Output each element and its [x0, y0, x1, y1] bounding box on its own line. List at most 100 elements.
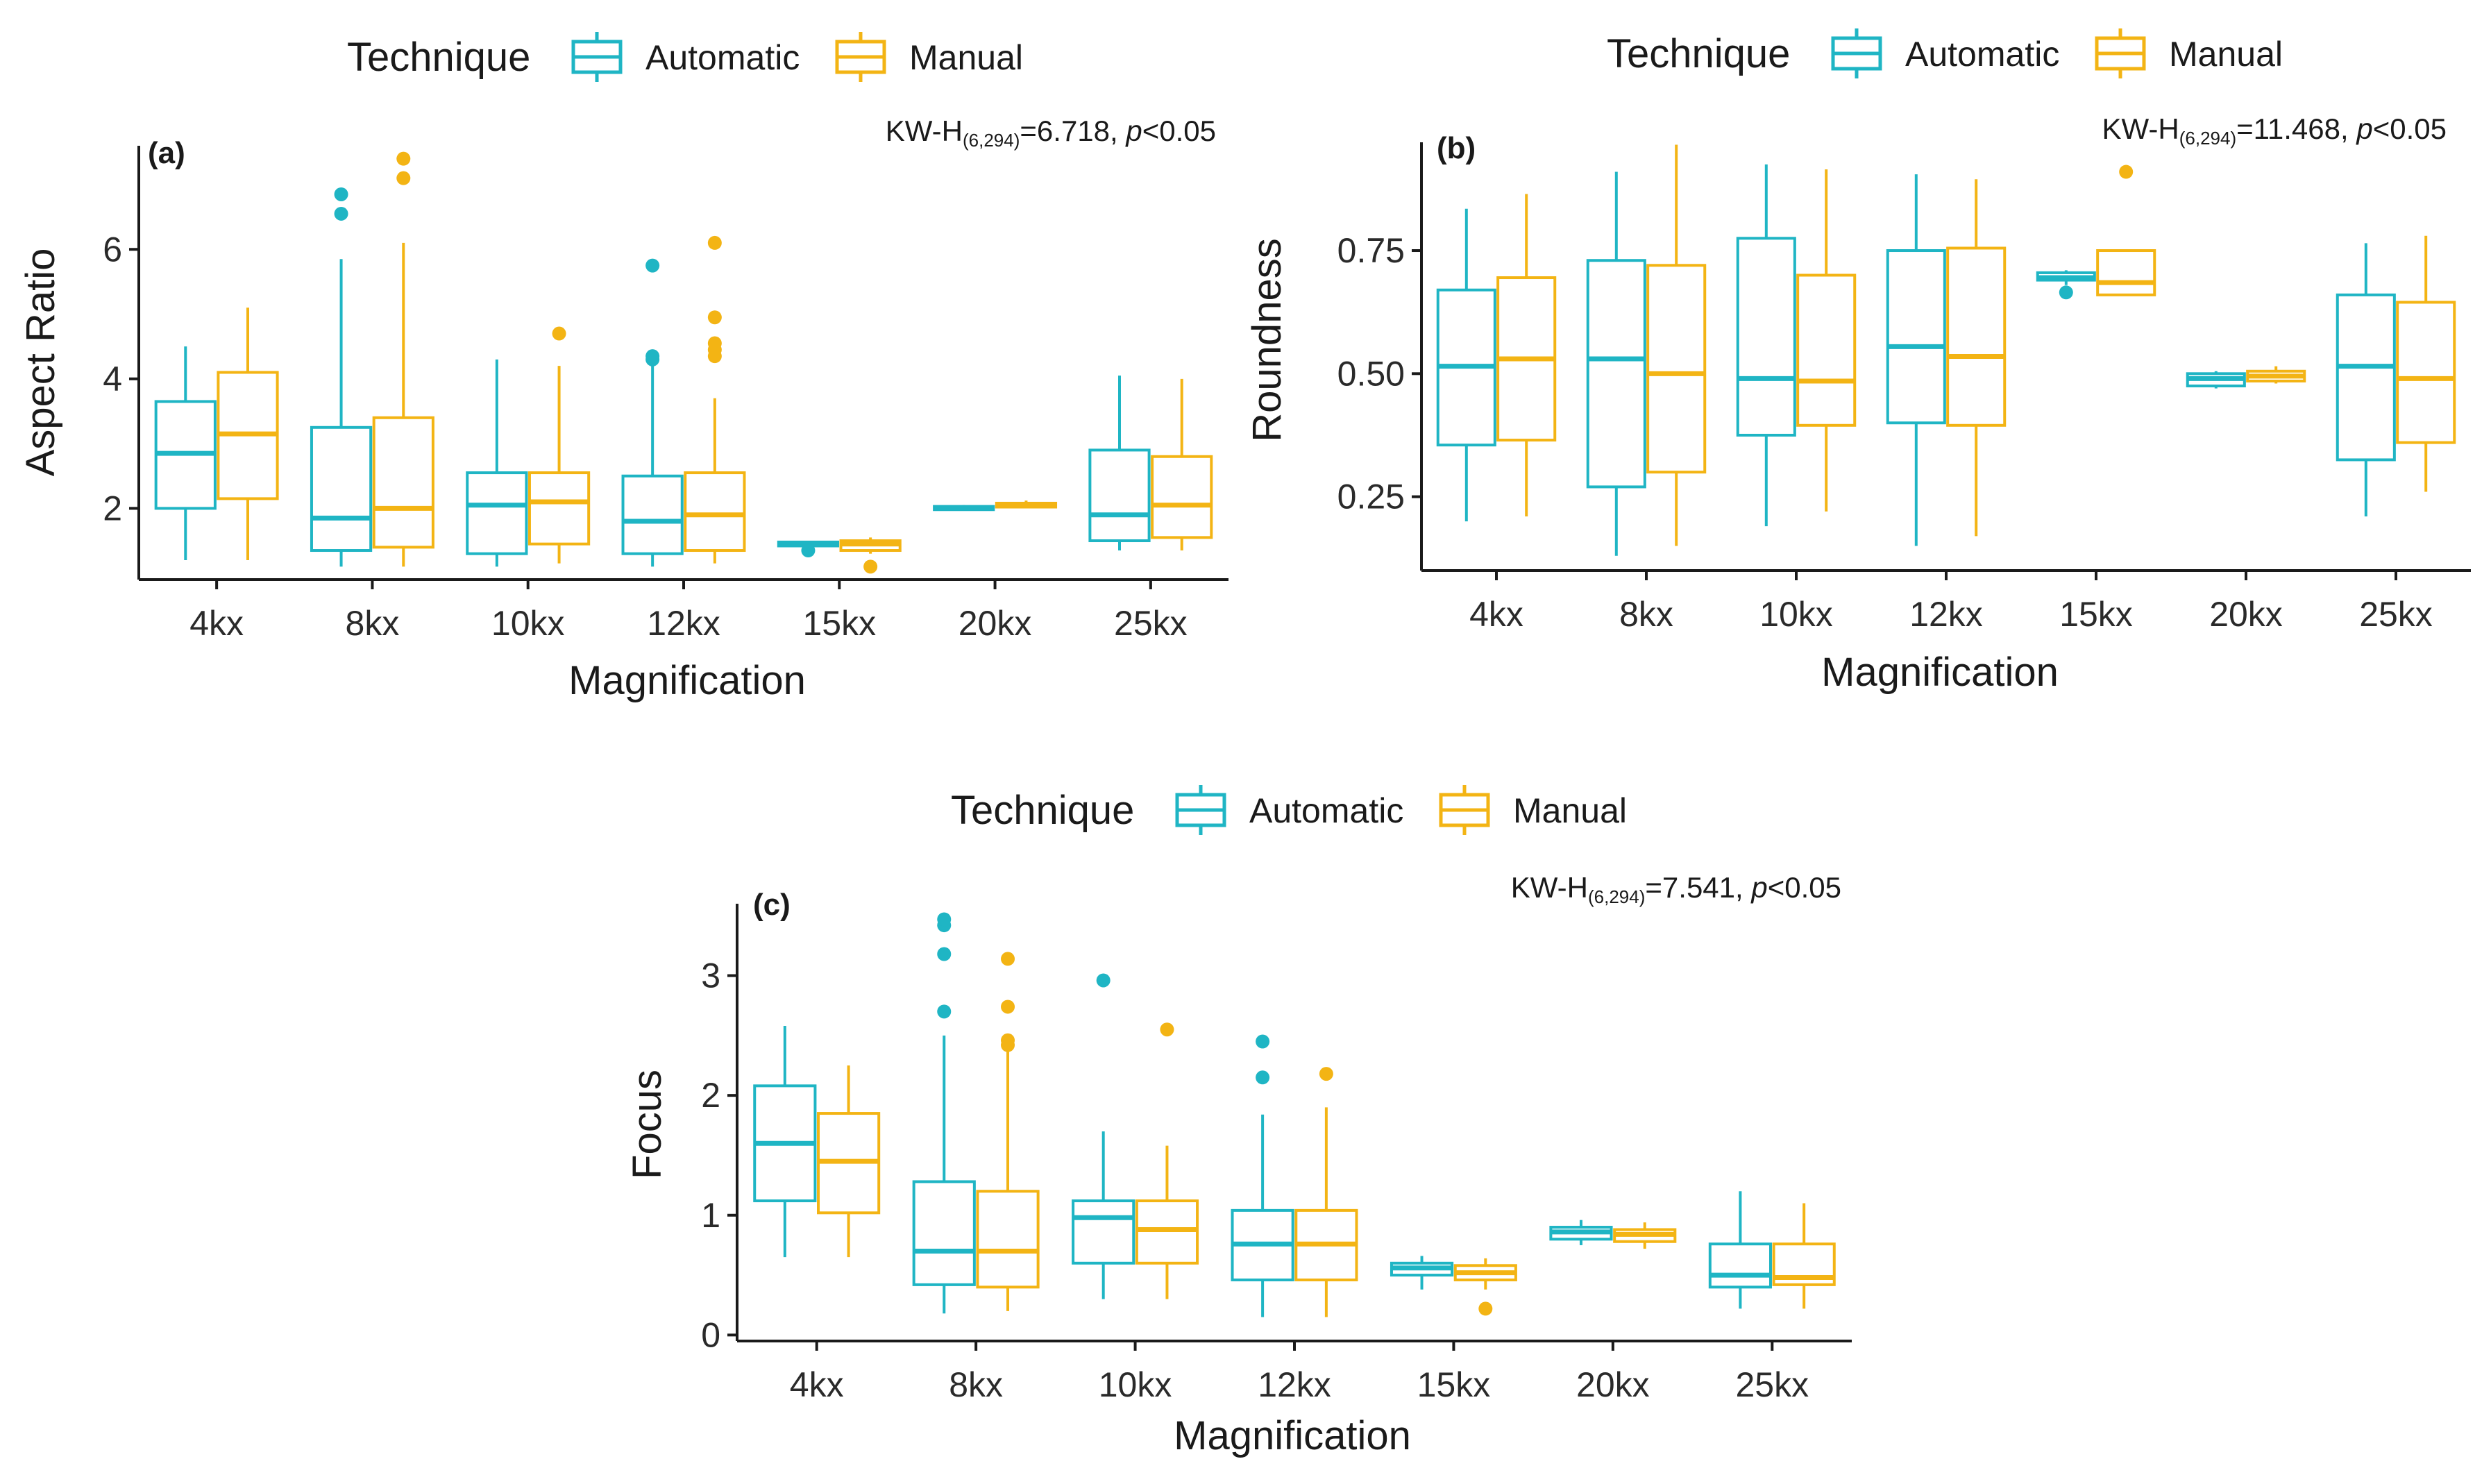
y-tick-label: 0.50 — [1337, 354, 1405, 393]
y-tick-label: 2 — [701, 1076, 720, 1115]
kw-p-value: <0.05 — [1768, 871, 1841, 904]
y-tick-label: 0.25 — [1337, 478, 1405, 516]
box-iqr — [1886, 249, 1946, 425]
box-iqr — [1796, 273, 1857, 427]
outlier-point — [937, 912, 952, 927]
x-tick-label: 12kx — [1909, 595, 1983, 634]
y-tick-label: 3 — [701, 956, 720, 995]
legend: Technique Automatic Manual — [951, 785, 1627, 835]
box-manual-20kx — [995, 500, 1058, 509]
box-iqr — [1646, 264, 1707, 474]
x-axis-title: Magnification — [1174, 1413, 1411, 1458]
y-axis-title: Aspect Ratio — [18, 248, 63, 477]
kw-stat: =11.468, — [2236, 112, 2356, 145]
x-axis-title: Magnification — [1821, 650, 2059, 695]
box-automatic-25kx — [1708, 1191, 1772, 1309]
legend-key-manual — [835, 32, 886, 82]
legend: Technique Automatic Manual — [1607, 28, 2283, 78]
outlier-point — [1256, 1070, 1270, 1085]
box-iqr — [912, 1180, 976, 1286]
box-iqr — [1072, 1199, 1135, 1265]
box-iqr — [2336, 293, 2396, 462]
y-tick-label: 1 — [701, 1196, 720, 1235]
box-manual-10kx — [1135, 1022, 1199, 1299]
legend-title: Technique — [951, 788, 1134, 833]
box-manual-8kx — [1646, 144, 1707, 546]
box-manual-12kx — [1946, 179, 2007, 537]
x-tick-label: 25kx — [2359, 595, 2433, 634]
x-tick-label: 25kx — [1735, 1365, 1809, 1404]
y-axis-title: Roundness — [1244, 238, 1290, 441]
box-iqr — [1586, 259, 1646, 489]
legend-key-automatic — [1175, 785, 1226, 835]
legend-label-manual: Manual — [1513, 791, 1627, 830]
outlier-point — [1256, 1034, 1270, 1049]
x-tick-label: 8kx — [949, 1365, 1003, 1404]
outlier-point — [937, 1004, 952, 1019]
panel-b: Technique Automatic Manual 0.25 0.50 0.75 4kx 8… — [1244, 28, 2471, 695]
legend-key-automatic — [571, 32, 623, 82]
kw-stat: =6.718, — [1020, 115, 1126, 147]
box-manual-8kx — [372, 151, 434, 567]
x-axis-title: Magnification — [568, 658, 806, 703]
outlier-point — [707, 310, 722, 325]
box-manual-10kx — [527, 326, 591, 564]
box-automatic-10kx — [1072, 973, 1135, 1299]
y-axis-title: Focus — [625, 1070, 670, 1179]
outlier-point — [1160, 1022, 1174, 1037]
box-iqr — [1946, 246, 2007, 427]
outlier-point — [863, 559, 878, 574]
legend: Technique Automatic Manual — [347, 32, 1023, 82]
x-tick-label: 4kx — [790, 1365, 844, 1404]
box-manual-20kx — [2246, 366, 2306, 384]
box-automatic-15kx — [1390, 1256, 1454, 1290]
outlier-point — [396, 151, 411, 166]
x-tick-label: 12kx — [1258, 1365, 1331, 1404]
legend-title: Technique — [1607, 31, 1790, 76]
y-tick-label: 4 — [103, 360, 122, 398]
outlier-point — [937, 947, 952, 961]
outlier-point — [552, 326, 566, 341]
outlier-point — [707, 336, 722, 351]
box-automatic-25kx — [1088, 376, 1151, 551]
box-automatic-10kx — [466, 359, 528, 567]
outlier-point — [707, 235, 722, 250]
box-manual-25kx — [1151, 378, 1213, 551]
box-manual-12kx — [684, 235, 746, 564]
x-tick-label: 8kx — [1619, 595, 1673, 634]
kw-annotation: KW-H(6,294)=7.541, p<0.05 — [1511, 871, 1841, 907]
kw-p-value: <0.05 — [1142, 115, 1216, 147]
kw-subscript: (6,294) — [963, 130, 1020, 151]
box-manual-15kx — [839, 537, 902, 574]
box-iqr — [1736, 237, 1796, 437]
box-automatic-8kx — [310, 187, 373, 567]
panel-a: Technique Automatic Manual 2 4 6 4kx 8kx 10kx 12k… — [18, 32, 1228, 703]
box-iqr — [2096, 249, 2156, 296]
outlier-point — [2119, 165, 2134, 179]
legend-key-automatic — [1831, 28, 1882, 78]
outlier-point — [1001, 952, 1015, 966]
box-automatic-25kx — [2336, 243, 2396, 516]
legend-label-automatic: Automatic — [645, 38, 800, 77]
box-manual-4kx — [217, 307, 279, 561]
x-tick-label: 10kx — [1759, 595, 1833, 634]
legend-key-manual — [1439, 785, 1490, 835]
outlier-point — [2059, 285, 2073, 300]
box-automatic-4kx — [154, 346, 217, 561]
kw-p-value: <0.05 — [2373, 112, 2447, 145]
kw-prefix: KW-H — [886, 115, 963, 147]
kw-annotation: KW-H(6,294)=6.718, p<0.05 — [886, 115, 1216, 151]
box-manual-20kx — [1613, 1222, 1677, 1249]
box-automatic-10kx — [1736, 164, 1796, 527]
y-tick-label: 0 — [701, 1315, 720, 1354]
panel-c: Technique Automatic Manual 0 1 2 3 4kx 8kx 10kx 12… — [625, 785, 1852, 1458]
legend-title: Technique — [347, 35, 530, 80]
legend-label-automatic: Automatic — [1249, 791, 1403, 830]
kw-p-label: p — [1124, 115, 1142, 147]
box-manual-15kx — [2096, 165, 2156, 296]
box-automatic-20kx — [1549, 1220, 1613, 1245]
panel-tag: (b) — [1437, 131, 1476, 165]
kw-p-label: p — [2355, 112, 2372, 145]
box-automatic-12kx — [1231, 1034, 1294, 1317]
legend-label-manual: Manual — [2169, 35, 2283, 74]
